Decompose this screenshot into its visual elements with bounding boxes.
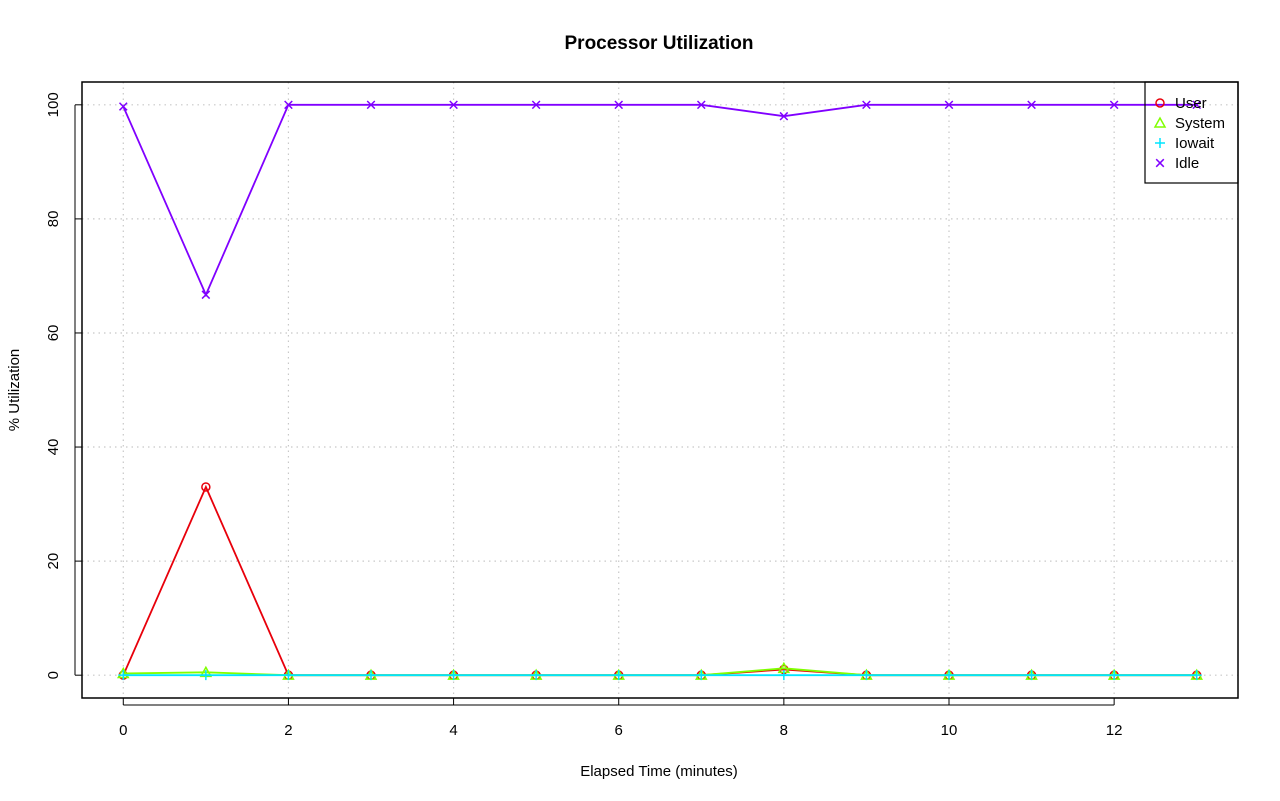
data-point-iowait [1109, 670, 1120, 681]
x-tick-label: 12 [1106, 722, 1123, 739]
data-point-iowait [448, 670, 459, 681]
legend-label-iowait: Iowait [1175, 135, 1215, 152]
x-tick-label: 4 [449, 722, 457, 739]
grid-lines [82, 82, 1238, 698]
data-point-iowait [696, 670, 707, 681]
y-tick-label: 0 [45, 671, 62, 679]
data-point-iowait [861, 670, 872, 681]
data-point-idle [531, 100, 541, 110]
data-point-idle [449, 100, 458, 110]
chart-title: Processor Utilization [565, 33, 754, 54]
data-point-iowait [283, 670, 294, 681]
legend-box [1144, 81, 1239, 184]
data-point-iowait [944, 670, 954, 681]
legend-label-user: User [1175, 95, 1207, 112]
series-line-user [122, 484, 1197, 677]
data-point-idle [1192, 100, 1202, 110]
x-axis-label: Elapsed Time (minutes) [580, 763, 738, 780]
x-tick-label: 0 [119, 722, 127, 739]
data-point-iowait [1026, 670, 1037, 681]
data-point-idle [614, 100, 624, 110]
legend: User System Iowait Idle [1144, 81, 1239, 184]
legend-label-idle: Idle [1175, 155, 1199, 172]
legend-marker-iowait [1155, 138, 1165, 148]
data-point-idle [1109, 100, 1119, 110]
data-point-user [201, 482, 211, 492]
series-idle [118, 100, 1202, 300]
legend-item-system: System [1153, 115, 1225, 132]
y-tick-label: 60 [45, 325, 62, 342]
series-user [118, 482, 1202, 680]
data-point-idle [1027, 100, 1036, 110]
data-point-iowait [118, 670, 129, 681]
legend-marker-user [1155, 98, 1165, 108]
legend-item-iowait: Iowait [1155, 135, 1215, 152]
x-tick-label: 10 [941, 722, 958, 739]
y-axis: 0 20 40 60 80 100 [45, 92, 82, 679]
y-tick-label: 80 [45, 211, 62, 228]
series-iowait [118, 670, 1202, 681]
data-point-iowait [366, 670, 376, 681]
plot-frame [81, 81, 1239, 699]
data-point-iowait [200, 670, 211, 681]
data-point-idle [696, 100, 706, 110]
legend-label-system: System [1175, 115, 1225, 132]
data-point-idle [944, 100, 954, 110]
data-point-idle [862, 100, 871, 110]
x-tick-label: 2 [284, 722, 292, 739]
legend-marker-idle [1155, 158, 1165, 168]
y-axis-label: % Utilization [6, 349, 23, 432]
series-system [117, 661, 1203, 680]
data-point-idle [118, 102, 128, 111]
data-series [117, 100, 1203, 681]
x-axis: 0 2 4 6 8 10 12 [119, 698, 1122, 739]
data-point-idle [366, 100, 376, 110]
data-point-iowait [531, 670, 542, 681]
x-tick-label: 8 [780, 722, 788, 739]
series-line-idle [122, 103, 1197, 297]
y-tick-label: 100 [45, 92, 62, 117]
x-tick-label: 6 [615, 722, 623, 739]
y-tick-label: 20 [45, 553, 62, 570]
legend-item-user: User [1155, 95, 1207, 112]
legend-item-idle: Idle [1155, 155, 1199, 172]
legend-marker-system [1153, 116, 1167, 128]
data-point-idle [779, 111, 789, 121]
data-point-idle [284, 100, 293, 110]
data-point-iowait [613, 670, 624, 681]
data-point-iowait [1191, 670, 1202, 681]
data-point-iowait [778, 670, 789, 681]
y-tick-label: 40 [45, 439, 62, 456]
data-point-idle [201, 290, 211, 300]
